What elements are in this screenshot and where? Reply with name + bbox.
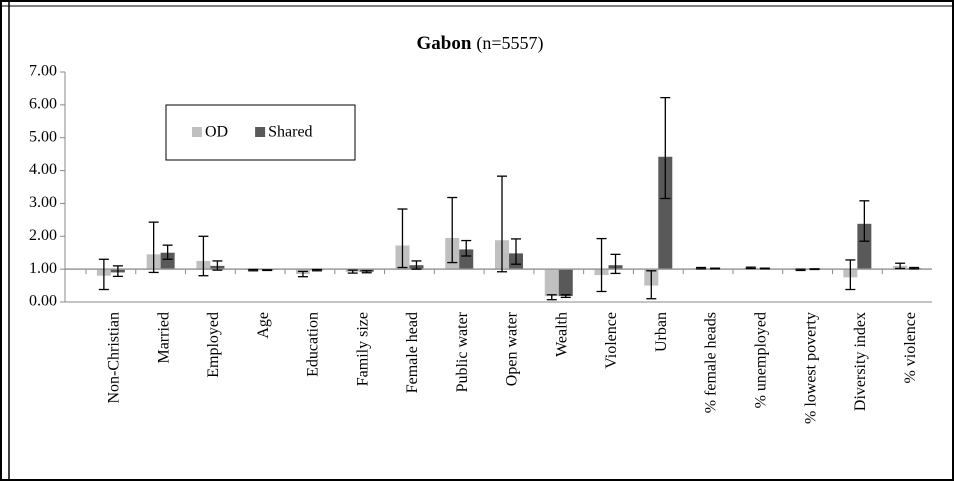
legend-label: Shared (268, 124, 312, 141)
error-bar (809, 268, 820, 271)
error-bar (397, 208, 408, 269)
error-bar (461, 239, 472, 257)
error-bar (262, 269, 273, 272)
y-tick-label: 5.00 (29, 128, 57, 145)
error-bar (248, 268, 259, 272)
y-tick-label: 2.00 (29, 227, 57, 244)
y-tick-label: 6.00 (29, 96, 57, 113)
error-bar (98, 258, 109, 291)
x-tick-label: % lowest poverty (802, 312, 819, 424)
error-bar (745, 266, 756, 270)
y-tick-label: 3.00 (29, 194, 57, 211)
y-tick-label: 1.00 (29, 260, 57, 277)
bar (544, 269, 559, 297)
error-bar (148, 221, 159, 274)
error-bar (859, 200, 870, 242)
error-bar (311, 268, 322, 272)
x-tick-label: % violence (902, 312, 919, 384)
error-bar (112, 265, 123, 278)
x-tick-label: Education (305, 312, 322, 377)
error-bar (411, 260, 422, 270)
legend-swatch (255, 127, 266, 137)
x-tick-label: Age (255, 312, 272, 339)
error-bar (795, 268, 806, 272)
x-tick-label: % female heads (703, 312, 720, 413)
error-bar (759, 267, 770, 270)
error-bar (710, 267, 721, 270)
error-bar (447, 196, 458, 264)
chart-subtitle: (n=5557) (476, 33, 543, 54)
x-tick-label: Female head (404, 312, 421, 393)
legend: OD Shared (165, 104, 356, 161)
bar (459, 249, 474, 270)
error-bar (696, 266, 707, 270)
bar (558, 269, 573, 297)
error-bar (560, 294, 571, 299)
error-bar (646, 270, 657, 300)
bar (857, 223, 872, 270)
x-tick-label: % unemployed (752, 312, 769, 408)
error-bar (845, 259, 856, 291)
error-bar (497, 175, 507, 273)
error-bar (511, 238, 521, 265)
x-tick-label: Public water (454, 311, 471, 392)
error-bar (198, 235, 209, 277)
error-bar (895, 262, 906, 270)
legend-label: OD (205, 124, 228, 141)
y-tick-label: 4.00 (29, 161, 57, 178)
chart-title: Gabon (416, 33, 471, 54)
error-bar (361, 270, 372, 274)
error-bar (596, 237, 607, 293)
error-bar (909, 266, 920, 270)
error-bar (660, 96, 671, 200)
bar (160, 252, 175, 270)
error-bar (610, 253, 621, 275)
error-bar (212, 260, 223, 271)
y-tick-label: 0.00 (29, 293, 57, 310)
x-tick-label: Open water (504, 311, 521, 386)
x-tick-label: Family size (354, 312, 371, 386)
y-tick-label: 7.00 (29, 63, 57, 80)
error-bar (546, 294, 557, 301)
x-tick-label: Married (155, 312, 172, 364)
x-tick-label: Violence (603, 312, 620, 369)
error-bar (162, 244, 173, 260)
bar (658, 156, 673, 270)
error-bar (297, 270, 308, 278)
chart-title-group: Gabon (n=5557) (416, 33, 543, 54)
x-tick-label: Employed (205, 312, 222, 378)
x-tick-label: Non-Christian (106, 312, 123, 404)
x-tick-label: Urban (653, 312, 670, 352)
x-tick-label: Diversity index (852, 312, 869, 411)
x-tick-label: Wealth (553, 312, 570, 357)
error-bar (347, 269, 358, 274)
legend-swatch (192, 127, 202, 137)
